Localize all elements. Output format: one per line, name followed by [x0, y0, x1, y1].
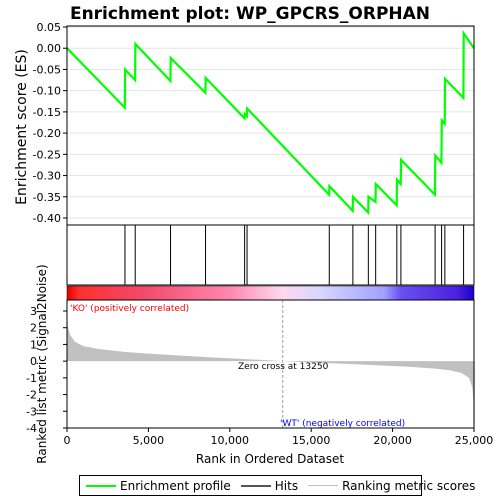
- hits-panel-frame: [66, 224, 475, 286]
- metric-panel-frame: [66, 299, 475, 429]
- chart-title: Enrichment plot: WP_GPCRS_ORPHAN: [70, 4, 430, 24]
- metric-y-axis-label: Ranked list metric (Signal2Noise): [35, 264, 49, 463]
- metric-y-tick-label: -4: [26, 422, 37, 435]
- legend-label-enrichment: Enrichment profile: [120, 478, 231, 493]
- es-y-tick-label: 0.00: [37, 42, 62, 55]
- zero-cross-annotation: Zero cross at 13250: [238, 362, 329, 372]
- es-y-tick-label: -0.15: [33, 106, 61, 119]
- wt-annotation: 'WT' (negatively correlated): [280, 419, 405, 429]
- x-tick-label: 5,000: [133, 434, 165, 447]
- x-tick-label: 10,000: [211, 434, 250, 447]
- legend-item-ranking: Ranking metric scores: [308, 479, 475, 493]
- metric-y-tick-label: 3: [30, 305, 37, 318]
- es-y-tick-label: -0.10: [33, 85, 61, 98]
- ranked-metric-panel: 3 2 1 0 -1 -2 -3 -4 'KO' (positively correlated…: [26, 264, 493, 466]
- metric-y-tick-label: -3: [26, 405, 37, 418]
- hits-panel: [66, 224, 475, 286]
- x-tick-label: 25,000: [455, 434, 494, 447]
- ko-annotation: 'KO' (positively correlated): [70, 304, 189, 314]
- es-y-tick-label: -0.05: [33, 63, 61, 76]
- legend-item-hits: Hits: [240, 478, 299, 493]
- es-y-tick-label: -0.40: [33, 212, 61, 225]
- es-y-tick-label: -0.20: [33, 127, 61, 140]
- metric-y-tick-label: 1: [30, 338, 37, 351]
- es-y-tick-label: -0.35: [33, 191, 61, 204]
- enrichment-profile-line: [66, 29, 475, 216]
- x-axis-label: Rank in Ordered Dataset: [196, 452, 344, 466]
- rank-gradient-fill: [67, 286, 474, 300]
- es-y-axis-ticks: 0.05 0.00 -0.05 -0.10 -0.15 -0.20 -0.25 -0.30 -0…: [33, 21, 67, 225]
- hit-markers: [124, 225, 465, 285]
- legend-label-hits: Hits: [274, 478, 299, 493]
- es-gridlines: [67, 26, 474, 219]
- metric-y-tick-label: 2: [30, 322, 37, 335]
- metric-y-tick-label: -2: [26, 389, 37, 402]
- x-tick-label: 20,000: [373, 434, 412, 447]
- enrichment-panel: 0.05 0.00 -0.05 -0.10 -0.15 -0.20 -0.25 -0.30 -0…: [14, 21, 475, 226]
- es-panel-frame: [66, 25, 475, 226]
- metric-y-axis-ticks: 3 2 1 0 -1 -2 -3 -4: [26, 305, 67, 435]
- es-y-axis-label: Enrichment score (ES): [14, 49, 30, 205]
- legend-swatch-ranking: [308, 485, 339, 486]
- x-tick-label: 15,000: [292, 434, 331, 447]
- legend-label-ranking: Ranking metric scores: [342, 478, 476, 493]
- metric-y-tick-label: 0: [30, 355, 37, 368]
- x-tick-label: 0: [64, 434, 71, 447]
- rank-color-bar: [66, 285, 475, 301]
- legend-item-enrichment: Enrichment profile: [86, 479, 231, 493]
- es-y-tick-label: -0.25: [33, 148, 61, 161]
- legend: Enrichment profile Hits Ranking metric s…: [79, 475, 475, 496]
- es-y-tick-label: 0.05: [37, 21, 62, 34]
- metric-y-tick-label: -1: [26, 372, 37, 385]
- x-axis-ticks: 0 5,000 10,000 15,000 20,000 25,000: [64, 428, 494, 447]
- es-y-tick-label: -0.30: [33, 170, 61, 183]
- legend-swatch-hits: [240, 484, 271, 487]
- legend-swatch-enrichment: [86, 484, 116, 487]
